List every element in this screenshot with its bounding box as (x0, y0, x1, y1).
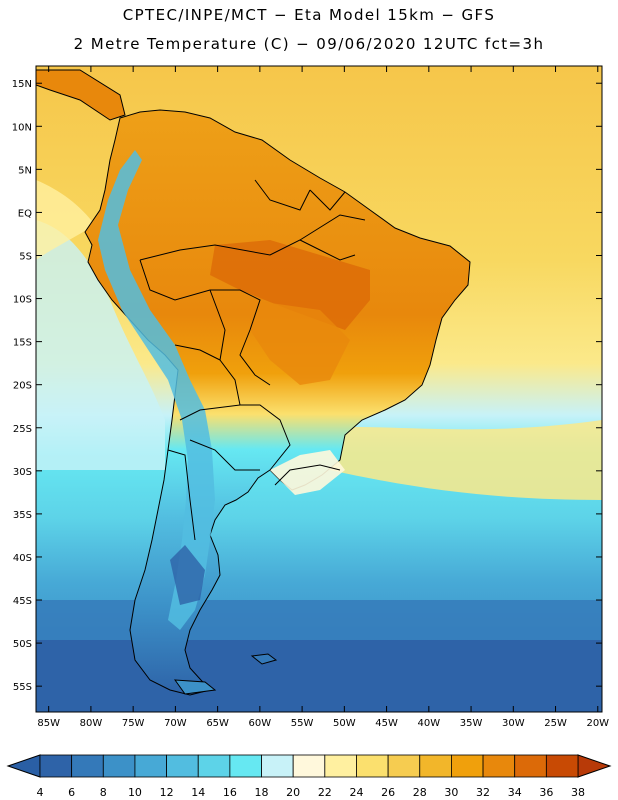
lon-tick-label: 75W (122, 718, 145, 729)
colorbar-cell (134, 754, 167, 778)
colorbar-cell (197, 754, 231, 778)
lat-tick-label: 50S (13, 639, 32, 650)
lat-tick-label: 20S (13, 381, 32, 392)
tierra-del-fuego (173, 679, 217, 695)
colorbar-cell (482, 754, 516, 778)
lat-tick-label: 35S (13, 510, 32, 521)
lon-tick-label: 80W (80, 718, 103, 729)
lat-tick-label: 10N (12, 122, 32, 133)
falkland-islands (250, 653, 278, 665)
colorbar-cell (39, 754, 73, 778)
colorbar-cell (387, 754, 421, 778)
colorbar-label: 12 (160, 786, 174, 799)
lon-tick-label: 65W (206, 718, 229, 729)
lat-tick-label: 5N (18, 165, 32, 176)
colorbar-label: 10 (128, 786, 142, 799)
atlantic-warm-band (300, 420, 602, 500)
lat-tick-label: 15N (12, 79, 32, 90)
lon-tick-label: 20W (586, 718, 609, 729)
colorbar-label: 26 (381, 786, 395, 799)
latitude-axis: 15N 10N 5N EQ 5S 10S 15S 20S 25S 30S 35S 40S 45S 50S 5… (12, 79, 602, 693)
colorbar-high-arrow (577, 754, 612, 778)
lat-tick-label: 45S (13, 596, 32, 607)
colorbar-low-arrow (6, 754, 41, 778)
lon-tick-label: 60W (249, 718, 272, 729)
lat-tick-label: 25S (13, 424, 32, 435)
colorbar-label: 24 (349, 786, 363, 799)
colorbar-cell (451, 754, 484, 778)
colorbar-cell (292, 754, 326, 778)
lat-tick-label: 5S (19, 251, 32, 262)
lat-tick-label: 10S (13, 295, 32, 306)
amazon-hot-core (210, 240, 370, 330)
colorbar-label: 20 (286, 786, 300, 799)
lon-tick-label: 30W (502, 718, 525, 729)
lon-tick-label: 55W (291, 718, 314, 729)
lat-tick-label: 15S (13, 338, 32, 349)
lon-tick-label: 35W (460, 718, 483, 729)
colorbar-cell (419, 754, 452, 778)
lon-tick-label: 45W (375, 718, 398, 729)
lon-tick-label: 50W (333, 718, 356, 729)
colorbar-cell (545, 754, 579, 778)
colorbar-cell (229, 754, 262, 778)
chart-title-line-2: 2 Metre Temperature (C) − 09/06/2020 12U… (73, 35, 545, 53)
colorbar-label: 38 (571, 786, 585, 799)
colorbar-cell (356, 754, 389, 778)
southern-cold-band (36, 640, 602, 712)
lat-tick-label: 30S (13, 467, 32, 478)
central-america-landmass (36, 69, 126, 121)
andes-core (170, 545, 205, 605)
lat-tick-label: EQ (18, 208, 32, 219)
lon-tick-label: 25W (544, 718, 567, 729)
pacific-warm-band (36, 180, 95, 260)
colorbar-label: 14 (191, 786, 205, 799)
colorbar-label: 8 (100, 786, 107, 799)
lat-tick-label: 55S (13, 682, 32, 693)
andes-cold-strip (98, 150, 215, 630)
central-brazil-hot (250, 300, 350, 385)
colorbar-label: 18 (255, 786, 269, 799)
pacific-cool-tongue (36, 220, 165, 470)
lon-tick-label: 40W (418, 718, 441, 729)
longitude-axis: 85W 80W 75W 70W 65W 60W 55W 50W 45W 40W 35W 30W 25W 2… (37, 66, 609, 729)
colorbar-label: 36 (539, 786, 553, 799)
colorbar-label: 6 (68, 786, 75, 799)
colorbar-label: 30 (444, 786, 458, 799)
map-frame (35, 65, 603, 713)
colorbar-label: 16 (223, 786, 237, 799)
chart-title-line-1: CPTEC/INPE/MCT − Eta Model 15km − GFS (122, 6, 496, 24)
colorbar-cell (71, 754, 104, 778)
colorbar-label: 34 (508, 786, 522, 799)
colorbar-cell (324, 754, 357, 778)
temperature-colorbar: 4 6 8 10 12 14 16 18 20 22 24 26 28 30 32 34 36 38 (6, 754, 612, 799)
colorbar-cell (102, 754, 136, 778)
colorbar-cell (166, 754, 199, 778)
lon-tick-label: 70W (164, 718, 187, 729)
southern-mid-band (36, 600, 602, 640)
south-brazil-cool (270, 450, 345, 495)
lat-tick-label: 40S (13, 553, 32, 564)
colorbar-label: 32 (476, 786, 490, 799)
colorbar-label: 28 (413, 786, 427, 799)
colorbar-cell (514, 754, 547, 778)
country-borders (139, 179, 366, 541)
lon-tick-label: 85W (37, 718, 60, 729)
colorbar-label: 22 (318, 786, 332, 799)
colorbar-cell (261, 754, 294, 778)
colorbar-label: 4 (37, 786, 44, 799)
